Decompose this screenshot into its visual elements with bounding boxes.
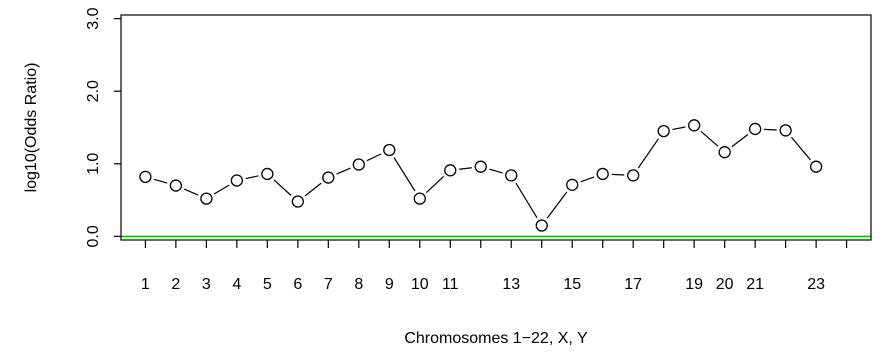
data-point [657, 124, 670, 138]
data-point [352, 158, 365, 171]
y-tick-label: 0.0 [85, 225, 102, 247]
series-line-segment [153, 178, 168, 184]
y-tick-label: 1.0 [85, 153, 102, 175]
x-axis-label: Chromosomes 1−22, X, Y [404, 330, 588, 347]
x-tick-label: 1 [141, 276, 150, 293]
x-tick-label: 2 [171, 276, 180, 293]
series-line-segment [183, 188, 199, 196]
data-point [718, 146, 731, 159]
data-point [383, 143, 396, 157]
x-tick-label: 15 [563, 276, 581, 293]
series-line-segment [790, 136, 811, 161]
data-point [261, 167, 274, 181]
data-point [688, 119, 701, 132]
series-line-segment [580, 176, 595, 183]
series-line-segment [611, 173, 625, 176]
y-axis-label: log10(Odds Ratio) [23, 63, 40, 193]
x-tick-label: 5 [263, 276, 272, 293]
data-point [535, 219, 548, 232]
series-line-segment [672, 126, 686, 131]
data-point [566, 178, 579, 191]
series-line-segment [366, 153, 382, 162]
x-tick-label: 7 [324, 276, 333, 293]
series-line-segment [245, 175, 259, 180]
y-tick-label: 2.0 [85, 80, 102, 102]
x-tick-label: 23 [807, 276, 825, 293]
series-line-segment [459, 167, 472, 170]
data-point [169, 179, 183, 192]
series-line-segment [546, 191, 568, 219]
series-line-segment [304, 182, 322, 197]
series-line-segment [700, 130, 719, 147]
data-point [596, 167, 609, 181]
series-line-segment [637, 138, 660, 169]
data-point [413, 192, 426, 205]
x-tick-label: 17 [624, 276, 642, 293]
x-tick-label: 21 [746, 276, 764, 293]
plot-frame [120, 14, 872, 241]
x-tick-label: 13 [502, 276, 520, 293]
series-line-segment [489, 168, 503, 174]
x-tick-label: 8 [354, 276, 363, 293]
y-tick-label: 3.0 [85, 7, 102, 29]
data-point [809, 160, 823, 173]
series-line-segment [425, 176, 445, 193]
series-line-segment [515, 182, 538, 219]
series-line-segment [213, 184, 230, 195]
series-line-segment [764, 128, 777, 131]
data-point [230, 174, 244, 187]
x-tick-label: 10 [411, 276, 429, 293]
series-line-segment [393, 157, 416, 192]
x-tick-label: 11 [442, 276, 459, 293]
data-point [748, 122, 762, 136]
data-point [322, 171, 335, 184]
data-point [779, 124, 792, 137]
data-point [200, 192, 213, 205]
x-tick-label: 4 [232, 276, 241, 293]
data-point [627, 169, 640, 182]
data-point [291, 195, 304, 208]
x-tick-label: 9 [385, 276, 394, 293]
series-line-segment [731, 133, 749, 148]
series-line-segment [273, 179, 292, 196]
data-point [505, 169, 518, 182]
data-point [474, 160, 487, 173]
x-tick-label: 3 [202, 276, 211, 293]
series-line-segment [336, 167, 351, 175]
x-tick-label: 6 [293, 276, 302, 293]
x-tick-label: 19 [685, 276, 703, 293]
data-point [444, 164, 457, 177]
data-point [139, 170, 152, 184]
x-tick-label: 20 [716, 276, 734, 293]
